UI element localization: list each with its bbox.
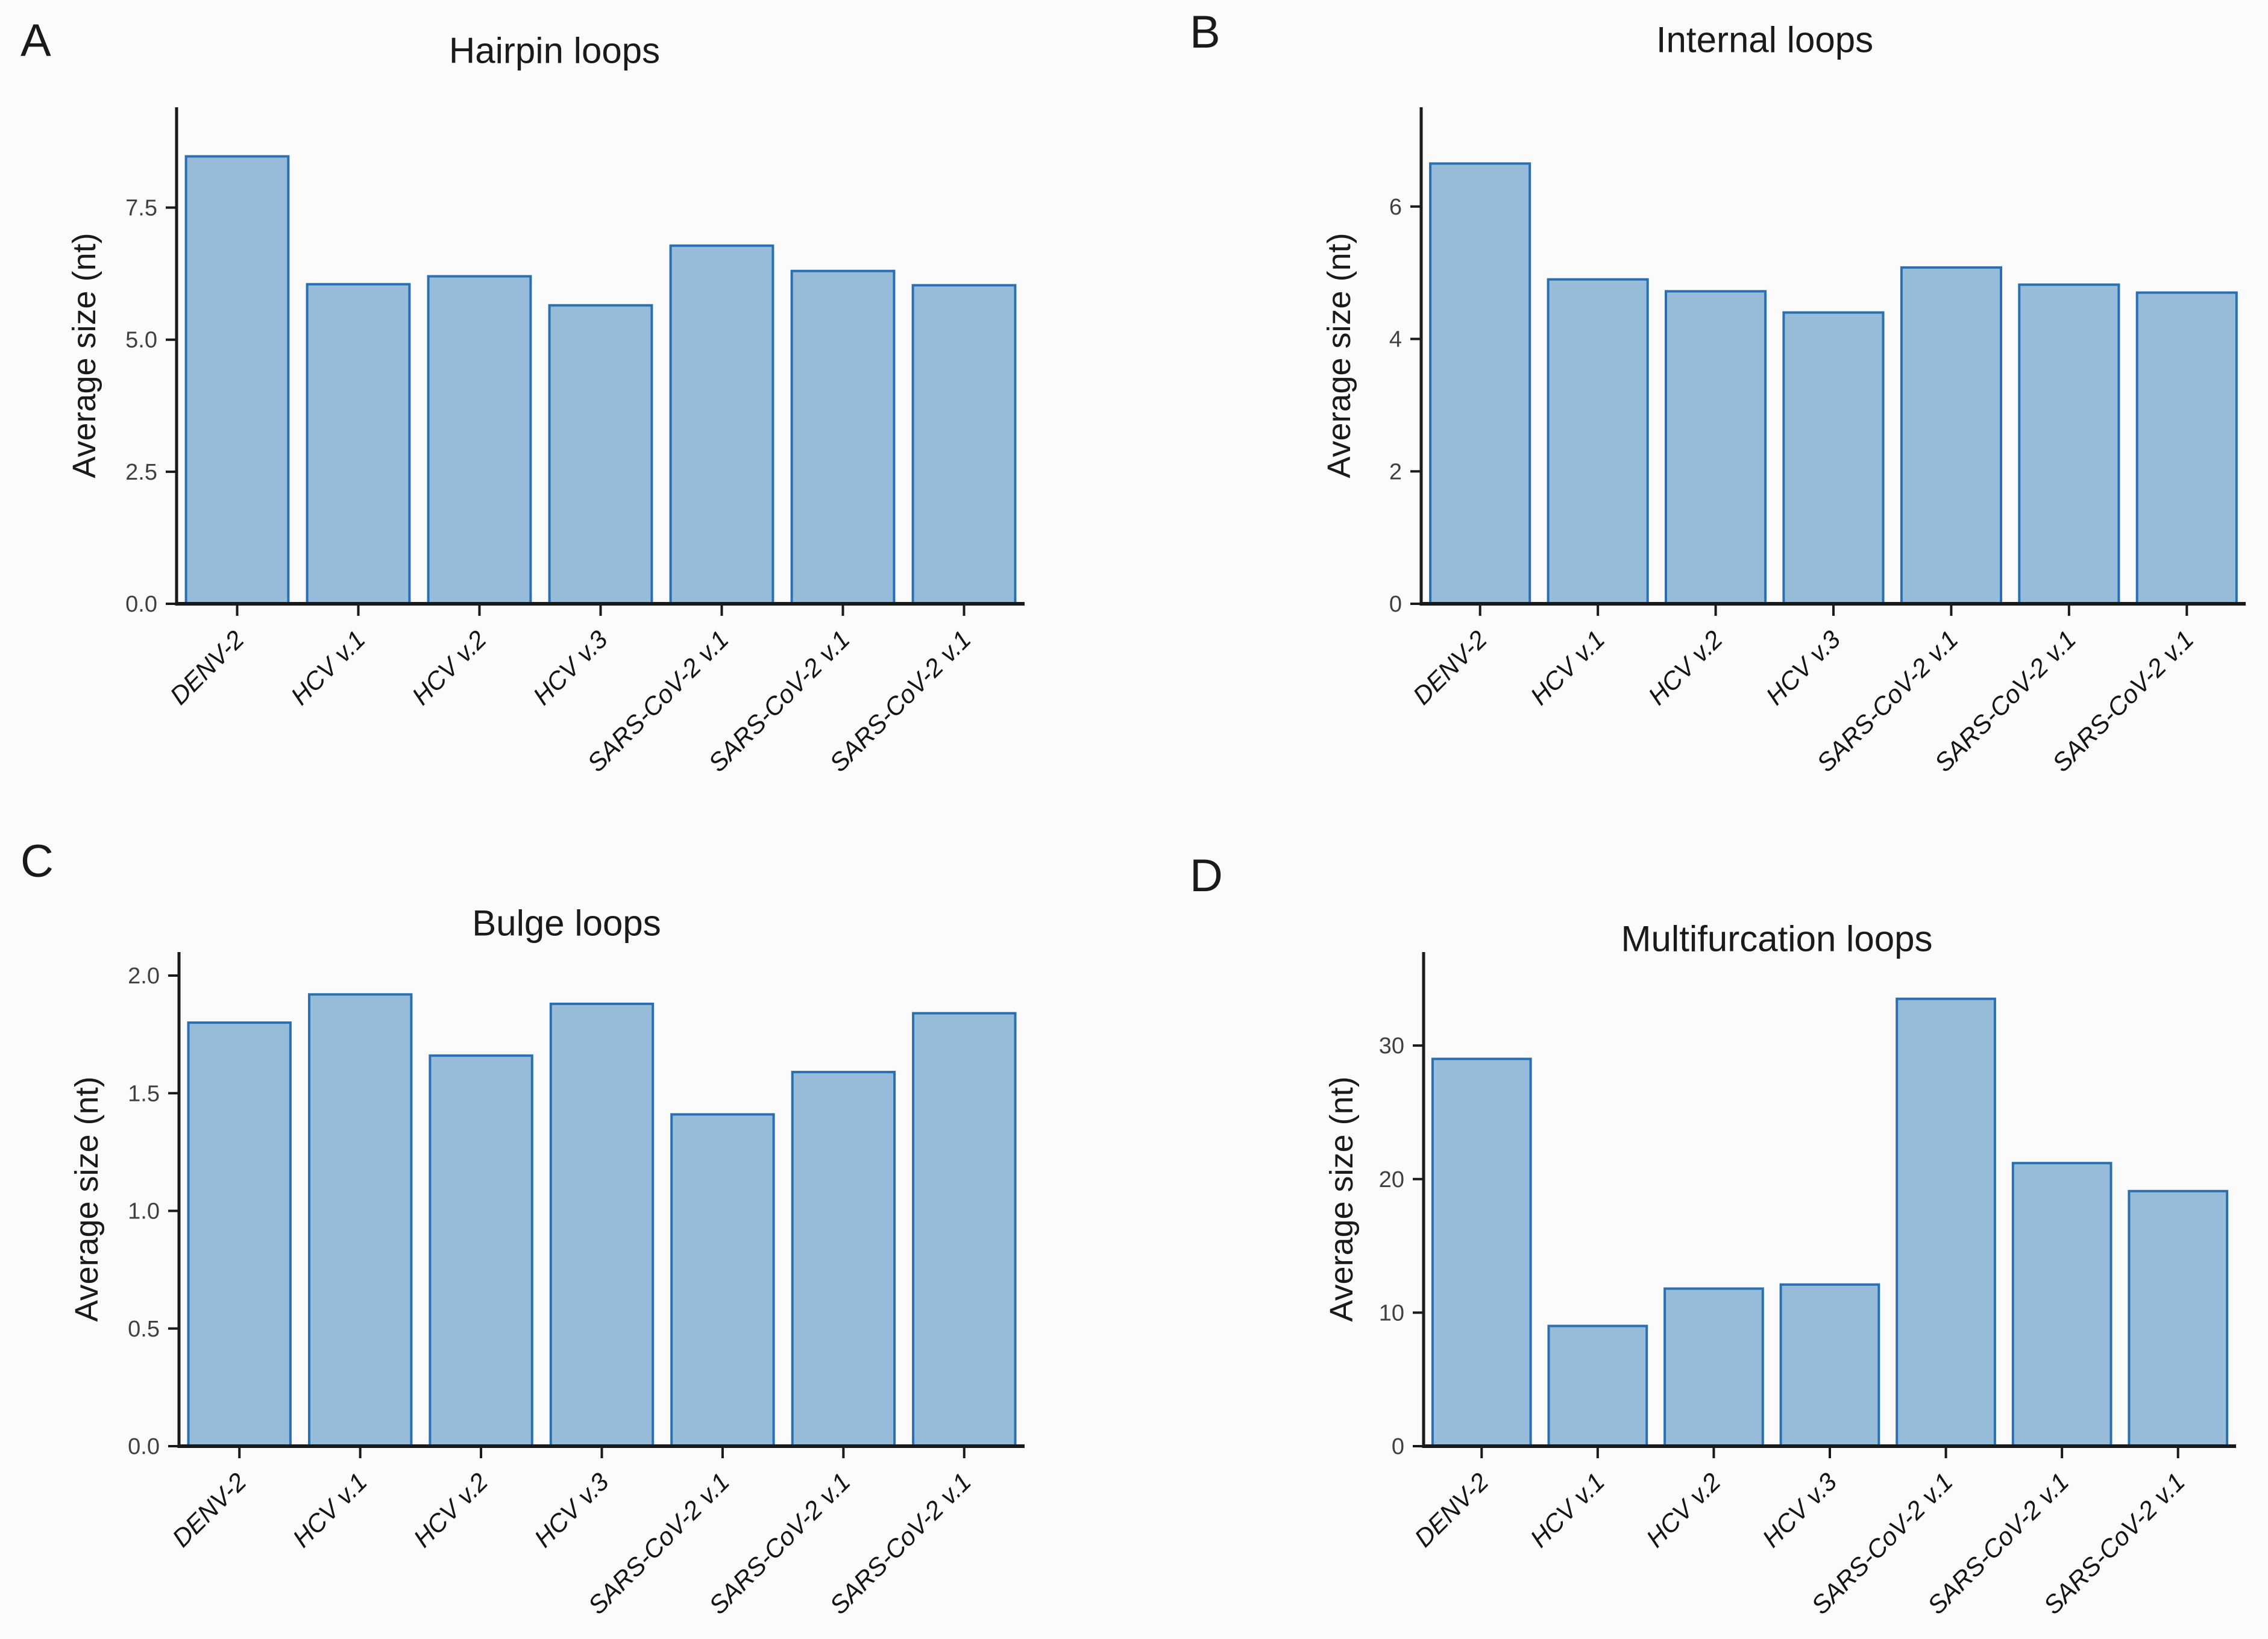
bar-b-2 (1547, 278, 1649, 605)
bar-b-6 (2018, 283, 2120, 605)
panel-title-bulge-loops: Bulge loops (472, 903, 661, 944)
y-axis-label: Average size (nt) (1321, 233, 1357, 478)
y-tick-label: 0.0 (125, 592, 157, 617)
bar-a-1 (184, 155, 290, 605)
y-tick-label: 0.0 (128, 1434, 160, 1459)
bar-a-3 (427, 275, 532, 605)
y-tick-label: 20 (1379, 1167, 1404, 1192)
x-tick-label: HCV v.2 (1642, 625, 1728, 710)
bar-b-5 (1900, 266, 2002, 605)
bar-c-4 (549, 1002, 655, 1447)
panel-title-internal-loops: Internal loops (1656, 19, 1874, 60)
y-tick-label: 1.0 (128, 1199, 160, 1224)
y-tick-label: 0 (1389, 592, 1402, 617)
bar-d-5 (1896, 997, 1996, 1447)
bar-d-1 (1431, 1058, 1532, 1448)
y-axis-label: Average size (nt) (66, 233, 102, 478)
bar-c-6 (791, 1071, 896, 1447)
y-tick-label: 10 (1379, 1300, 1404, 1326)
y-tick-label: 30 (1379, 1033, 1404, 1059)
bar-a-6 (790, 269, 896, 605)
y-tick-label: 4 (1389, 327, 1402, 353)
y-tick-label: 6 (1389, 195, 1402, 220)
y-axis-label: Average size (nt) (69, 1076, 105, 1321)
panel-letter-d: D (1190, 850, 1223, 901)
bar-c-2 (308, 993, 413, 1448)
bar-c-5 (670, 1113, 775, 1447)
bar-d-6 (2011, 1162, 2113, 1447)
x-tick-label: HCV v.3 (1757, 1467, 1842, 1553)
y-tick-label: 1.5 (128, 1081, 160, 1106)
bar-d-7 (2128, 1189, 2229, 1447)
y-tick-label: 2.5 (125, 460, 157, 485)
bar-d-3 (1663, 1287, 1764, 1447)
panel-letter-c: C (20, 836, 54, 887)
y-axis-label: Average size (nt) (1324, 1076, 1360, 1321)
bar-d-4 (1779, 1283, 1880, 1448)
y-tick-label: 0 (1392, 1434, 1404, 1459)
y-tick-label: 7.5 (125, 196, 157, 221)
bar-c-7 (912, 1012, 1017, 1447)
bar-b-7 (2135, 291, 2238, 606)
y-tick-label: 2 (1389, 459, 1402, 484)
x-tick-label: DENV-2 (1409, 1467, 1494, 1552)
x-tick-label: DENV-2 (1407, 625, 1492, 710)
y-tick-label: 0.5 (128, 1317, 160, 1342)
bar-c-1 (187, 1021, 292, 1447)
x-tick-label: HCV v.2 (406, 625, 492, 710)
x-tick-label: HCV v.3 (529, 1467, 614, 1553)
x-tick-label: HCV v.1 (1525, 1467, 1610, 1553)
bar-b-3 (1665, 290, 1767, 605)
bar-d-2 (1547, 1324, 1648, 1447)
bar-b-1 (1429, 162, 1531, 605)
panel-title-multifurcation-loops: Multifurcation loops (1621, 918, 1933, 959)
y-tick-label: 2.0 (128, 964, 160, 989)
y-tick-label: 5.0 (125, 328, 157, 353)
bar-b-4 (1782, 311, 1885, 605)
bar-c-3 (429, 1054, 533, 1448)
panel-letter-b: B (1190, 7, 1220, 58)
panel-title-hairpin-loops: Hairpin loops (448, 30, 661, 71)
panel-letter-a: A (20, 15, 51, 66)
x-tick-label: HCV v.3 (1761, 625, 1846, 710)
x-tick-label: HCV v.1 (287, 1467, 372, 1553)
x-tick-label: DENV-2 (167, 1467, 252, 1552)
bar-a-4 (548, 304, 653, 605)
x-tick-label: HCV v.1 (285, 625, 371, 710)
x-tick-label: HCV v.2 (1641, 1467, 1726, 1553)
x-tick-label: HCV v.1 (1525, 625, 1610, 710)
x-tick-label: HCV v.3 (527, 625, 613, 710)
bar-a-7 (911, 284, 1017, 605)
x-tick-label: HCV v.2 (408, 1467, 494, 1553)
bar-a-2 (306, 283, 411, 605)
x-tick-label: DENV-2 (165, 625, 250, 710)
bar-a-5 (669, 244, 774, 605)
